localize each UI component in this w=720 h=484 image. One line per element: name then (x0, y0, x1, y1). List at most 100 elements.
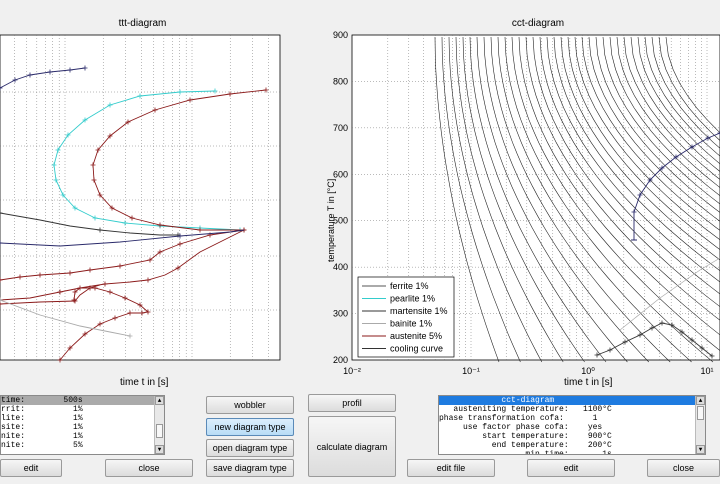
cooling-curve (651, 36, 720, 149)
scroll-down-icon[interactable]: ▼ (696, 445, 705, 454)
edit-right-button[interactable]: edit (527, 459, 615, 477)
austenite-curve-marker (72, 289, 78, 295)
pearlite-curve-marker (107, 102, 113, 108)
austenite-curve-marker (91, 177, 97, 183)
parameter-listbox[interactable]: cct-diagram austeniting temperature: 110… (438, 395, 706, 455)
austenite-curve-marker (125, 119, 131, 125)
parameter-scrollbar[interactable]: ▲ ▼ (695, 396, 705, 454)
austenite-curve-marker (57, 289, 63, 295)
new-diagram-type-button[interactable]: new diagram type (206, 418, 294, 436)
cct-ytick-label: 200 (333, 355, 348, 365)
ttt-title: ttt-diagram (118, 18, 167, 29)
cooling-curve (560, 36, 720, 261)
martensite-curve-marker (679, 329, 685, 335)
cooling-curve (581, 36, 720, 231)
cooling-curves (434, 36, 720, 363)
edit-file-button[interactable]: edit file (407, 459, 495, 477)
cct-xlabel: time t in [s] (564, 377, 613, 388)
open-diagram-type-button[interactable]: open diagram type (206, 439, 294, 457)
parameter-list-item[interactable]: cct-diagram (439, 396, 705, 405)
parameter-list-item[interactable]: use factor phase cofa: yes (439, 423, 603, 432)
legend-label: martensite 1% (390, 306, 448, 316)
result-list-item[interactable]: nite: 5% (1, 441, 83, 450)
result-scrollbar[interactable]: ▲ ▼ (154, 396, 164, 454)
ferrite-curve (631, 212, 637, 241)
martensite-curve-marker (97, 227, 103, 233)
scroll-thumb[interactable] (156, 424, 163, 438)
result-list-item[interactable]: nite: 1% (1, 432, 83, 441)
martensite-curve-marker (0, 210, 3, 216)
result-list-item[interactable]: lite: 1% (1, 414, 83, 423)
cooling-curve (616, 36, 720, 188)
cct-xtick-label: 10⁻² (343, 366, 361, 376)
cct-ytick-label: 300 (333, 309, 348, 319)
ferrite-curve-marker (717, 130, 720, 136)
parameter-list-item[interactable]: phase transformation cofa: 1 (439, 414, 598, 423)
pearlite-curve-marker (53, 177, 59, 183)
result-list-item[interactable]: rrit: 1% (1, 405, 83, 414)
profil-button[interactable]: profil (308, 394, 396, 412)
cct-ytick-label: 700 (333, 123, 348, 133)
parameter-list-item[interactable]: austeniting temperature: 1100°C (439, 405, 612, 414)
cooling-curve (462, 36, 585, 363)
parameter-list-item[interactable]: end temperature: 200°C (439, 441, 612, 450)
martensite-curve-marker (637, 332, 643, 338)
ferrite-curve-marker (705, 135, 711, 141)
cooling-curve (497, 36, 692, 363)
austenite-curve-marker (109, 205, 115, 211)
scroll-thumb[interactable] (697, 406, 704, 420)
scroll-up-icon[interactable]: ▲ (696, 396, 705, 405)
close-left-button[interactable]: close (105, 459, 193, 477)
close-right-button[interactable]: close (647, 459, 720, 477)
parameter-list-item[interactable]: start temperature: 900°C (439, 432, 612, 441)
austenite-curve (0, 229, 245, 301)
austenite-curve-marker (112, 315, 118, 321)
austenite-curve-marker (145, 309, 151, 315)
parameter-list-item[interactable]: min time: 1s (439, 450, 612, 455)
result-listbox[interactable]: time: 500s rrit: 1% lite: 1% site: 1% nite: … (0, 395, 165, 455)
cooling-curve (665, 36, 720, 134)
martensite-curve-marker (177, 233, 183, 239)
cooling-curve (602, 36, 720, 205)
austenite-curve-marker (175, 265, 181, 271)
martensite-curve-marker (659, 320, 665, 326)
cct-ytick-label: 800 (333, 76, 348, 86)
austenite-curve-marker (145, 277, 151, 283)
scroll-up-icon[interactable]: ▲ (155, 396, 164, 405)
austenite-curve-marker (263, 87, 269, 93)
pearlite-curve-marker (51, 162, 57, 168)
austenite-curve-marker (87, 267, 93, 273)
austenite-curve-marker (67, 345, 73, 351)
cooling-curve (595, 36, 720, 213)
ferrite-curve-marker (689, 144, 695, 150)
cooling-curve (539, 36, 720, 295)
austenite-curve-marker (0, 301, 3, 307)
austenite-curve-marker (37, 272, 43, 278)
cooling-curve (483, 36, 650, 363)
ferrite-curve-marker (82, 65, 88, 71)
cooling-curve (609, 36, 720, 197)
wobbler-button[interactable]: wobbler (206, 396, 294, 414)
austenite-curve-marker (107, 289, 113, 295)
pearlite-curve (53, 90, 241, 231)
pearlite-curve-marker (65, 132, 71, 138)
save-diagram-type-button[interactable]: save diagram type (206, 459, 294, 477)
pearlite-curve-marker (122, 220, 128, 226)
martensite-curve-marker (669, 322, 675, 328)
cooling-curve (658, 36, 720, 141)
pearlite-curve-marker (55, 147, 61, 153)
ferrite-curve-marker (67, 67, 73, 73)
cooling-curve (518, 36, 720, 336)
scroll-down-icon[interactable]: ▼ (155, 445, 164, 454)
cooling-curve (511, 36, 720, 352)
cooling-curve (490, 36, 671, 363)
calculate-diagram-button[interactable]: calculate diagram (308, 416, 396, 477)
edit-left-button[interactable]: edit (0, 459, 62, 477)
result-list-item[interactable]: site: 1% (1, 423, 83, 432)
legend-label: pearlite 1% (390, 294, 435, 304)
result-list-item[interactable]: time: 500s (1, 396, 164, 405)
austenite-curve-marker (71, 297, 77, 303)
ferrite-curve-marker (47, 69, 53, 75)
cooling-curve (553, 36, 720, 272)
cooling-curve (455, 36, 564, 363)
